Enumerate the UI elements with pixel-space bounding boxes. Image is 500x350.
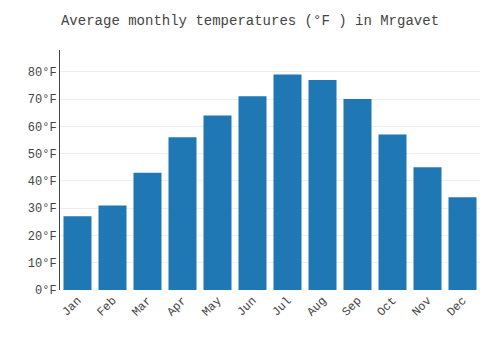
svg-text:0°F: 0°F <box>35 284 57 298</box>
svg-text:70°F: 70°F <box>28 93 57 107</box>
svg-text:20°F: 20°F <box>28 230 57 244</box>
svg-text:Jul: Jul <box>269 294 294 319</box>
svg-text:60°F: 60°F <box>28 121 57 135</box>
svg-text:50°F: 50°F <box>28 148 57 162</box>
svg-text:Jan: Jan <box>59 294 84 319</box>
svg-text:Nov: Nov <box>409 294 434 319</box>
svg-text:Aug: Aug <box>304 294 329 319</box>
svg-text:Sep: Sep <box>339 294 364 319</box>
svg-text:Average monthly temperatures (: Average monthly temperatures (°F ) in Mr… <box>61 13 439 29</box>
svg-text:Jun: Jun <box>234 294 259 319</box>
svg-text:Dec: Dec <box>444 294 469 319</box>
svg-text:80°F: 80°F <box>28 66 57 80</box>
svg-text:10°F: 10°F <box>28 257 57 271</box>
svg-text:Mar: Mar <box>129 294 154 319</box>
svg-text:30°F: 30°F <box>28 202 57 216</box>
svg-text:Feb: Feb <box>94 294 119 319</box>
svg-text:40°F: 40°F <box>28 175 57 189</box>
svg-text:Oct: Oct <box>374 294 399 319</box>
svg-text:May: May <box>199 294 224 319</box>
svg-text:Apr: Apr <box>164 294 189 319</box>
